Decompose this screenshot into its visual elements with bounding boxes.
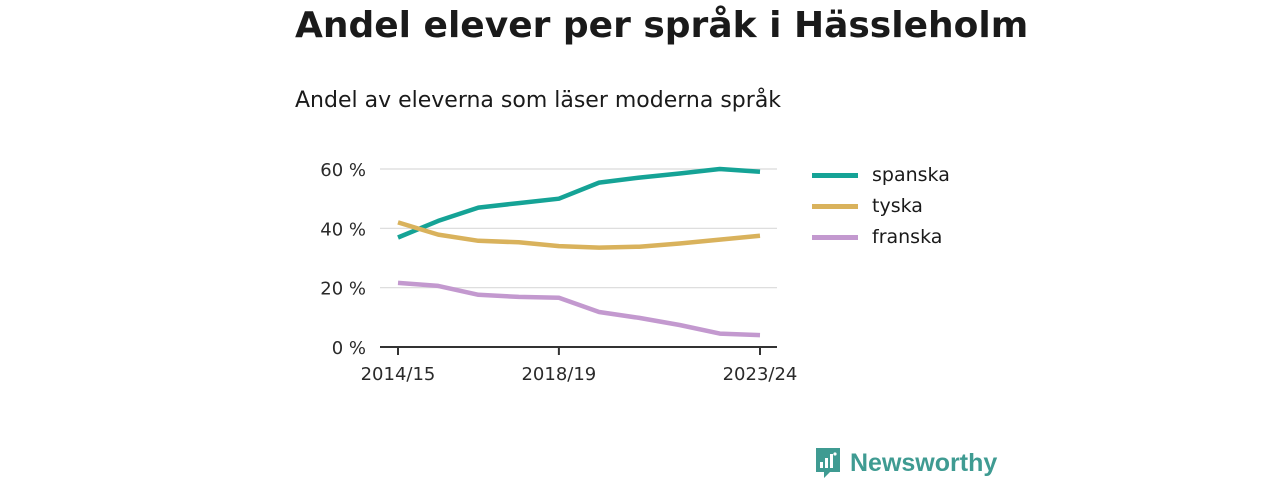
legend-item-spanska: spanska <box>812 160 950 191</box>
y-tick-label: 40 % <box>320 219 366 240</box>
legend-label: franska <box>872 226 943 248</box>
y-tick-labels: 0 % 20 % 40 % 60 % <box>320 160 366 359</box>
legend-label: tyska <box>872 195 923 217</box>
x-tick-label: 2014/15 <box>361 364 436 385</box>
legend-swatch <box>812 204 858 209</box>
brand-logo: Newsworthy <box>814 446 997 480</box>
legend-swatch <box>812 235 858 240</box>
newsworthy-logo-icon <box>816 448 840 478</box>
legend: spanska tyska franska <box>812 160 950 253</box>
x-tick-labels: 2014/15 2018/19 2023/24 <box>361 364 798 385</box>
series-lines <box>397 166 761 338</box>
chart-subtitle: Andel av eleverna som läser moderna språ… <box>295 88 782 113</box>
x-axis <box>380 346 777 355</box>
legend-swatch <box>812 173 858 178</box>
legend-item-tyska: tyska <box>812 191 950 222</box>
x-tick-label: 2023/24 <box>723 364 798 385</box>
x-tick-label: 2018/19 <box>521 364 596 385</box>
series-line-spanska <box>397 166 761 240</box>
y-tick-label: 60 % <box>320 160 366 181</box>
series-line-tyska <box>397 220 761 250</box>
y-tick-label: 20 % <box>320 279 366 300</box>
grid-lines <box>380 168 777 289</box>
legend-label: spanska <box>872 164 950 186</box>
brand-name: Newsworthy <box>850 448 998 477</box>
series-line-franska <box>397 280 761 338</box>
chart-title: Andel elever per språk i Hässleholm <box>295 5 1029 46</box>
legend-item-franska: franska <box>812 222 950 253</box>
y-tick-label: 0 % <box>332 338 366 359</box>
